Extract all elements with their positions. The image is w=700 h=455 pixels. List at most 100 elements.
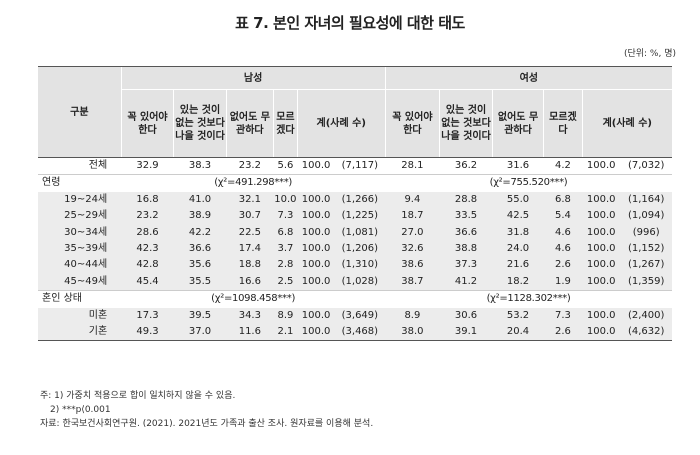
cell: (1,164): [620, 191, 672, 209]
cell: 37.3: [439, 257, 493, 274]
cell: 55.0: [492, 191, 544, 209]
cell: 42.8: [121, 257, 174, 274]
section-label: 혼인 상태: [38, 290, 122, 308]
col-m-must: 꼭 있어야 한다: [120, 89, 174, 158]
cell: 100.0: [297, 208, 335, 225]
cell: 100.0: [582, 191, 621, 209]
table-row: 40~44세 42.8 35.6 18.8 2.8 100.0 (1,310) 38.6 3…: [38, 257, 672, 274]
cell: 20.4: [492, 324, 544, 342]
cell: 49.3: [121, 324, 174, 342]
cell: 100.0: [582, 241, 621, 258]
cell: 2.6: [543, 324, 583, 342]
cell: 100.0: [582, 324, 621, 342]
cell: 6.8: [273, 224, 298, 242]
table-row: 19~24세 16.8 41.0 32.1 10.0 100.0 (1,266) 9.4 2…: [38, 191, 672, 209]
cell: 53.2: [492, 307, 544, 325]
cell: 2.6: [543, 257, 583, 274]
col-f-total: 계(사례 수): [581, 89, 672, 158]
cell: (1,359): [620, 273, 672, 291]
cell: 37.0: [173, 324, 227, 342]
chi-square-female: (χ²=755.520***): [385, 174, 672, 192]
row-label: 40~44세: [38, 257, 122, 274]
table-row: 25~29세 23.2 38.9 30.7 7.3 100.0 (1,225) 18.7 3…: [38, 208, 672, 225]
cell: 100.0: [301, 160, 331, 171]
cell: 100.0: [582, 307, 621, 325]
cell: 22.5: [226, 224, 274, 242]
cell: 100.0: [297, 307, 335, 325]
row-label: 기혼: [38, 324, 122, 342]
cell: 28.1: [401, 160, 424, 171]
cell: 41.0: [173, 191, 227, 209]
cell: 35.5: [173, 273, 227, 291]
cell: 38.6: [385, 257, 440, 274]
cell: 2.5: [273, 273, 298, 291]
cell: 3.7: [273, 241, 298, 258]
row-label: 전체: [88, 160, 108, 171]
cell: 100.0: [586, 160, 616, 171]
cell: 36.6: [173, 241, 227, 258]
cell: (996): [620, 224, 672, 242]
row-label: 45~49세: [38, 273, 122, 291]
cell: 28.6: [121, 224, 174, 242]
cell: 100.0: [297, 191, 335, 209]
cell: 11.6: [226, 324, 274, 342]
footnote-1: 주: 1) 가중치 적용으로 합이 일치하지 않을 수 있음.: [40, 391, 236, 401]
col-m-better: 있는 것이 없는 것보다 나을 것이다: [173, 89, 227, 158]
header-female: 여성: [384, 66, 672, 90]
cell: 45.4: [121, 273, 174, 291]
cell: 100.0: [582, 224, 621, 242]
cell: (7,032): [627, 160, 665, 171]
cell: 2.1: [273, 324, 298, 342]
col-m-total: 계(사례 수): [296, 89, 386, 158]
section-label: 연령: [38, 174, 122, 192]
cell: 16.6: [226, 273, 274, 291]
col-m-unknown: 모르겠다: [272, 89, 298, 158]
chi-square-female: (χ²=1128.302***): [385, 290, 672, 308]
cell: 7.3: [273, 208, 298, 225]
cell: 100.0: [297, 273, 335, 291]
attitude-table: 구분 남성 여성 꼭 있어야 한다 있는 것이 없는 것보다 나을 것이다 없어…: [38, 66, 672, 342]
cell: 31.6: [506, 160, 530, 171]
cell: 18.8: [226, 257, 274, 274]
cell: (1,266): [334, 191, 386, 209]
cell: 38.3: [188, 160, 212, 171]
table-row: 35~39세 42.3 36.6 17.4 3.7 100.0 (1,206) 32.6 3…: [38, 241, 672, 258]
table-row: 30~34세 28.6 42.2 22.5 6.8 100.0 (1,081) 27.0 3…: [38, 224, 672, 242]
row-label: 30~34세: [38, 224, 122, 242]
cell: (1,152): [620, 241, 672, 258]
col-f-unknown: 모르겠다: [543, 89, 583, 158]
cell: (1,081): [334, 224, 386, 242]
cell: 18.7: [385, 208, 440, 225]
cell: 4.6: [543, 224, 583, 242]
cell: 24.0: [492, 241, 544, 258]
cell: 100.0: [582, 273, 621, 291]
cell: 16.8: [121, 191, 174, 209]
col-f-better: 있는 것이 없는 것보다 나을 것이다: [439, 89, 493, 158]
cell: 34.3: [226, 307, 274, 325]
cell: 32.6: [385, 241, 440, 258]
cell: 100.0: [297, 224, 335, 242]
cell: 33.5: [439, 208, 493, 225]
cell: 100.0: [582, 208, 621, 225]
cell: 36.6: [439, 224, 493, 242]
cell: (1,206): [334, 241, 386, 258]
cell: (1,028): [334, 273, 386, 291]
cell: 35.6: [173, 257, 227, 274]
col-f-none: 없어도 무관하다: [491, 89, 544, 158]
cell: 4.2: [554, 160, 571, 171]
cell: (2,400): [620, 307, 672, 325]
cell: 100.0: [297, 241, 335, 258]
cell: 42.5: [492, 208, 544, 225]
cell: 23.2: [238, 160, 261, 171]
cell: 42.3: [121, 241, 174, 258]
cell: 42.2: [173, 224, 227, 242]
cell: (3,649): [334, 307, 386, 325]
cell: 28.8: [439, 191, 493, 209]
table-title: 표 7. 본인 자녀의 필요성에 대한 태도: [235, 14, 465, 32]
table-row: 미혼 17.3 39.5 34.3 8.9 100.0 (3,649) 8.9 30.6 53…: [38, 307, 672, 325]
cell: 4.6: [543, 241, 583, 258]
cell: 30.7: [226, 208, 274, 225]
cell: 17.3: [121, 307, 174, 325]
cell: 38.7: [385, 273, 440, 291]
cell: (1,267): [620, 257, 672, 274]
